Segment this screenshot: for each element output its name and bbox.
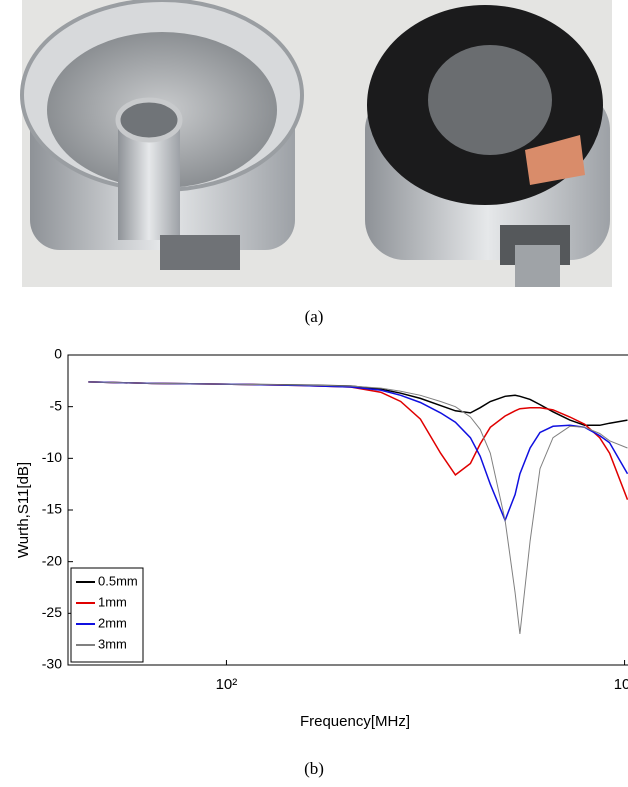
y-tick-label: 0 xyxy=(54,346,62,362)
legend-label: 2mm xyxy=(98,615,127,630)
legend-label: 0.5mm xyxy=(98,573,138,588)
photo xyxy=(20,0,612,287)
plot-frame xyxy=(67,354,628,666)
y-tick-label: -25 xyxy=(42,604,62,620)
y-axis-label: Wurth,S11[dB] xyxy=(15,462,32,558)
y-tick-label: -15 xyxy=(42,501,62,517)
x-tick-label: 10³ xyxy=(614,676,628,693)
legend-label: 3mm xyxy=(98,636,127,651)
caption: (b) xyxy=(304,759,324,778)
x-axis-label: Frequency[MHz] xyxy=(300,713,410,730)
legend-label: 1mm xyxy=(98,594,127,609)
legend-box xyxy=(70,567,144,663)
y-tick-label: -20 xyxy=(42,552,62,568)
y-tick-label: -30 xyxy=(42,656,62,672)
series-line xyxy=(88,381,628,500)
y-tick-label: -10 xyxy=(42,449,62,465)
caption: (a) xyxy=(305,307,324,326)
y-tick-label: -5 xyxy=(50,397,63,413)
x-tick-label: 10² xyxy=(216,676,238,693)
series-line xyxy=(88,381,628,635)
series-line xyxy=(88,381,628,523)
